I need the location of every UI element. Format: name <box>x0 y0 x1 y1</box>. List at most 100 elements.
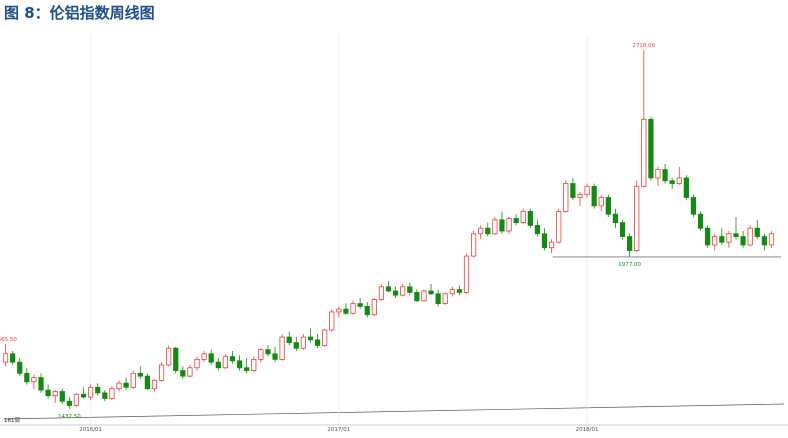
trend-line <box>3 403 785 420</box>
candle-body <box>619 222 626 237</box>
candle-body <box>137 372 143 377</box>
candle-body <box>66 400 72 406</box>
candle-body <box>471 233 477 257</box>
candle-body <box>307 336 314 341</box>
candle-body <box>329 311 335 331</box>
candle-body <box>577 194 583 198</box>
candle-body <box>541 233 548 249</box>
candle-body <box>173 347 179 371</box>
candle-body <box>158 364 165 381</box>
candle-body <box>676 177 682 184</box>
candle-body <box>187 367 193 377</box>
candle-body <box>38 377 44 391</box>
candle-body <box>222 356 228 369</box>
candle-body <box>549 241 555 249</box>
candle-body <box>740 236 746 246</box>
x-tick-label: 2018/01 <box>576 427 599 433</box>
candle-body <box>286 336 292 344</box>
candle-body <box>350 303 356 314</box>
candle-body <box>662 169 668 182</box>
candle-body <box>116 382 122 390</box>
candle-body <box>534 224 541 235</box>
candle-body <box>435 293 441 304</box>
candle-body <box>683 177 689 198</box>
candle-body <box>229 356 236 362</box>
candle-body <box>648 118 654 179</box>
candle-body <box>45 389 51 397</box>
candle-body <box>733 233 739 237</box>
candle-body <box>95 386 101 394</box>
candle-body <box>73 393 80 406</box>
candle-body <box>754 227 760 237</box>
candle-body <box>598 197 604 207</box>
candle-body <box>612 213 619 224</box>
candle-body <box>2 353 9 363</box>
candle-body <box>102 392 108 399</box>
x-tick-label: 2017/01 <box>327 427 350 433</box>
period-label: 161周 <box>4 417 20 424</box>
candle-body <box>236 360 243 369</box>
candle-body <box>499 219 505 232</box>
candle-body <box>293 342 299 349</box>
candle-body <box>88 386 94 398</box>
candle-body <box>407 286 413 293</box>
candle-body <box>747 227 753 246</box>
candle-body <box>24 372 30 383</box>
candle-body <box>570 183 576 198</box>
candle-body <box>151 379 158 390</box>
candle-body <box>556 211 562 243</box>
candle-body <box>400 286 406 296</box>
candle-body <box>563 183 569 212</box>
candle-body <box>705 227 711 246</box>
candle-body <box>584 185 590 196</box>
candle-body <box>520 211 526 224</box>
candle-body <box>669 180 675 184</box>
candle-body <box>697 213 704 229</box>
candle-body <box>385 286 392 292</box>
candle-body <box>449 289 455 295</box>
candle-body <box>130 372 136 388</box>
candle-body <box>80 393 87 398</box>
candle-body <box>194 358 200 369</box>
candle-body <box>726 233 732 243</box>
candle-body <box>251 358 257 371</box>
candle-body <box>123 382 129 388</box>
candle-body <box>485 227 491 235</box>
candle-body <box>712 236 718 246</box>
candle-body <box>109 388 115 399</box>
candle-body <box>513 218 519 224</box>
candle-body <box>59 391 65 402</box>
candle-body <box>456 289 463 293</box>
candle-body <box>627 236 633 251</box>
candle-body <box>463 255 470 293</box>
annotation: 1977.00 <box>618 262 641 268</box>
candle-body <box>768 233 775 246</box>
candle-body <box>52 391 58 397</box>
candle-body <box>357 303 363 307</box>
candle-body <box>719 236 725 243</box>
candle-body <box>478 227 484 235</box>
candle-body <box>336 308 342 313</box>
candle-body <box>371 298 377 316</box>
candle-body <box>634 185 640 251</box>
candle-body <box>180 370 186 377</box>
candle-body <box>591 185 597 207</box>
candle-body <box>392 290 399 296</box>
annotation: 1432.50 <box>58 414 81 420</box>
candle-body <box>31 377 37 383</box>
x-tick-label: 2016/01 <box>79 427 102 433</box>
candle-body <box>421 290 427 302</box>
candle-body <box>641 118 647 187</box>
candle-body <box>605 197 611 215</box>
annotation: 1665.50 <box>0 337 17 343</box>
candle-body <box>272 353 278 360</box>
candle-body <box>201 353 207 360</box>
candle-body <box>761 236 767 246</box>
candle-body <box>244 367 250 371</box>
candle-body <box>690 197 697 215</box>
candle-body <box>506 218 512 232</box>
candle-body <box>527 211 533 226</box>
candle-body <box>442 293 448 304</box>
candle-body <box>364 305 370 316</box>
